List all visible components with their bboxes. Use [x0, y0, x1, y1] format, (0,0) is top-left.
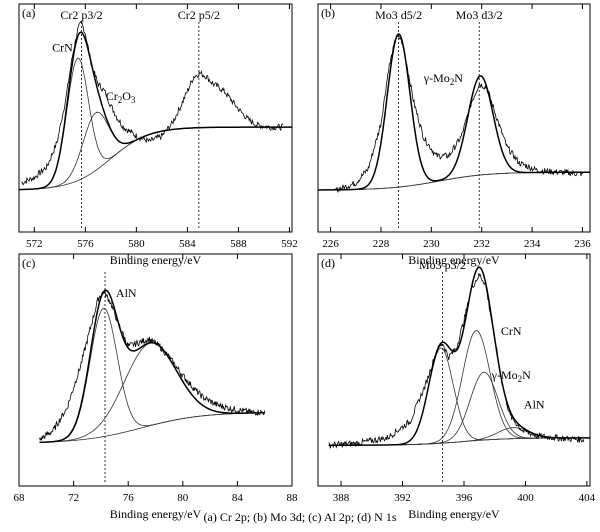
peak-annotation: γ-Mo2N	[491, 368, 531, 384]
x-axis-label: Binding energy/eV	[110, 253, 202, 267]
peak-marker-label: Mo3 d3/2	[456, 8, 503, 22]
annotation-text: AlN	[116, 286, 137, 300]
panel-b-mo3d: (b) 226 228 230 232 234 236 Binding energy/eV Mo…	[317, 3, 591, 267]
x-tick-label: 234	[524, 238, 541, 250]
annotation-text: γ-Mo	[423, 71, 450, 85]
annotation-subscript: 3	[131, 95, 136, 105]
x-tick-label: 576	[77, 238, 94, 250]
fit-envelope	[328, 266, 590, 446]
component-peak-mo2n	[328, 371, 590, 446]
x-axis-label: Binding energy/eV	[408, 507, 500, 521]
panel-label: (c)	[22, 256, 35, 270]
plot-frame	[18, 253, 293, 487]
component-peak-aln	[39, 307, 265, 443]
panel-label: (b)	[321, 6, 335, 20]
annotation-subscript: 2	[518, 374, 523, 384]
x-tick-label: 68	[14, 492, 26, 504]
panel-a-cr2p: (a) 572 576 580 584 588 592 Binding energy/eV Cr…	[18, 3, 298, 267]
component-peak-mo3p	[328, 347, 590, 446]
x-tick-label: 588	[230, 238, 247, 250]
x-tick-label: 388	[333, 492, 350, 504]
peak-marker-label: Mo3 p3/2	[419, 258, 466, 272]
measured-spectrum	[39, 289, 266, 441]
plot-frame	[317, 3, 591, 233]
x-tick-label: 396	[456, 492, 473, 504]
annotation-text: CrN	[52, 40, 73, 54]
x-tick-label: 76	[123, 492, 135, 504]
annotation-text: γ-Mo	[491, 368, 518, 382]
peak-annotation: CrN	[52, 40, 73, 54]
fit-envelope	[318, 33, 591, 191]
peak-marker-label: Cr2 p3/2	[60, 8, 102, 22]
fit-envelope	[39, 289, 265, 444]
figure-caption: (a) Cr 2p; (b) Mo 3d; (c) Al 2p; (d) N 1…	[204, 510, 397, 524]
x-tick-label: 400	[517, 492, 534, 504]
plot-frame	[18, 3, 293, 233]
annotation-text: Cr	[106, 89, 118, 103]
x-tick-label: 592	[281, 238, 298, 250]
plot-frame	[317, 253, 591, 487]
x-tick-label: 580	[128, 238, 145, 250]
measured-spectrum	[335, 33, 583, 193]
panel-label: (d)	[321, 256, 335, 270]
annotation-subscript: 2	[118, 95, 123, 105]
annotation-text: N	[454, 71, 463, 85]
fit-envelope	[19, 31, 292, 191]
annotation-text: N	[522, 368, 531, 382]
annotation-subscript: 2	[450, 77, 455, 87]
x-tick-label: 236	[574, 238, 591, 250]
measured-spectrum	[21, 20, 284, 186]
x-tick-label: 84	[232, 492, 244, 504]
annotation-text: O	[122, 89, 131, 103]
x-axis-label: Binding energy/eV	[408, 253, 500, 267]
x-tick-label: 584	[179, 238, 196, 250]
x-axis-label: Binding energy/eV	[110, 507, 202, 521]
x-tick-label: 88	[287, 492, 299, 504]
peak-annotation: Cr2O3	[106, 89, 136, 105]
x-tick-label: 230	[423, 238, 440, 250]
x-tick-label: 572	[26, 238, 43, 250]
peak-annotation: AlN	[116, 286, 137, 300]
panel-c-al2p: (c) 68 72 76 80 84 88 Binding energy/eV AlN	[14, 253, 299, 521]
measured-spectrum	[328, 272, 585, 449]
x-tick-label: 228	[373, 238, 390, 250]
component-peak-aln	[328, 427, 590, 446]
peak-annotation: γ-Mo2N	[423, 71, 463, 87]
x-tick-label: 232	[473, 238, 490, 250]
peak-marker-label: Cr2 p5/2	[178, 8, 220, 22]
x-tick-label: 392	[394, 492, 411, 504]
x-tick-label: 404	[579, 492, 596, 504]
annotation-text: CrN	[501, 324, 522, 338]
x-tick-label: 72	[68, 492, 79, 504]
peak-marker-label: Mo3 d5/2	[375, 8, 422, 22]
x-tick-label: 226	[322, 238, 339, 250]
annotation-text: AlN	[524, 398, 545, 412]
x-tick-label: 80	[177, 492, 189, 504]
peak-annotation: AlN	[524, 398, 545, 412]
panel-label: (a)	[22, 6, 35, 20]
peak-annotation: CrN	[501, 324, 522, 338]
